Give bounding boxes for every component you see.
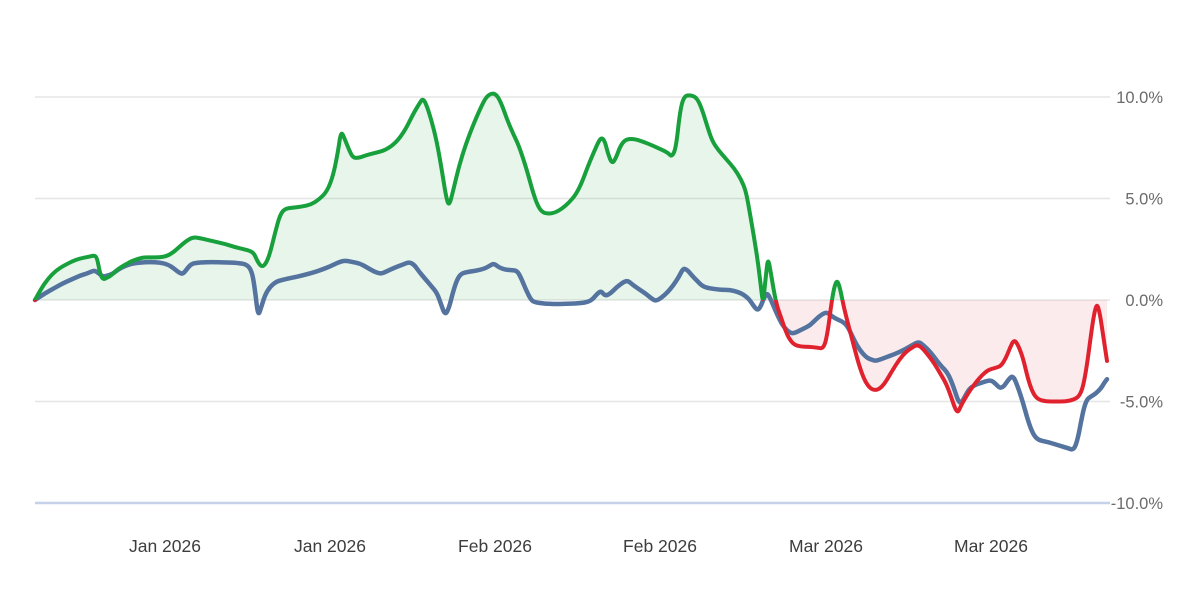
y-axis-label: 0.0% [1125,292,1163,310]
primary-line-negative [33,300,1109,414]
y-axis-label: -10.0% [1111,495,1164,513]
y-axis-label: 5.0% [1125,190,1163,208]
x-axis-label: Feb 2026 [458,536,532,556]
primary-line-positive [33,91,845,300]
y-axis-label: 10.0% [1116,89,1163,107]
x-axis-label: Mar 2026 [789,536,863,556]
y-axis-label: -5.0% [1120,393,1163,411]
x-axis-label: Jan 2026 [294,536,366,556]
x-axis-label: Feb 2026 [623,536,697,556]
x-axis-label: Mar 2026 [954,536,1028,556]
positive-area-fill [35,93,1107,300]
x-axis-label: Jan 2026 [129,536,201,556]
benchmark-line [32,258,1110,452]
